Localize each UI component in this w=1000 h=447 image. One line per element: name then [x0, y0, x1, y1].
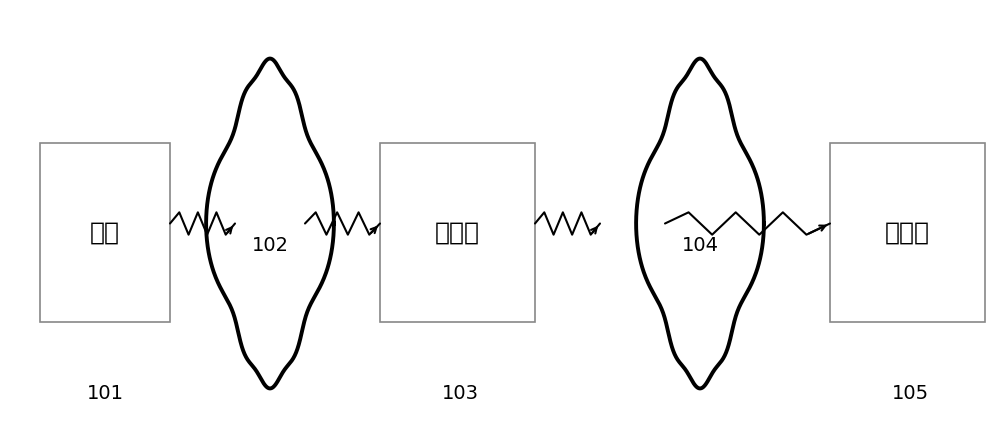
Text: 服务器: 服务器	[885, 220, 930, 245]
Text: 终端: 终端	[90, 220, 120, 245]
Text: 服务器: 服务器	[435, 220, 480, 245]
Text: 104: 104	[682, 236, 718, 255]
Text: 103: 103	[442, 384, 479, 403]
FancyBboxPatch shape	[830, 143, 985, 322]
Text: 101: 101	[87, 384, 124, 403]
FancyBboxPatch shape	[380, 143, 535, 322]
FancyBboxPatch shape	[40, 143, 170, 322]
Text: 105: 105	[891, 384, 929, 403]
Text: 102: 102	[252, 236, 288, 255]
